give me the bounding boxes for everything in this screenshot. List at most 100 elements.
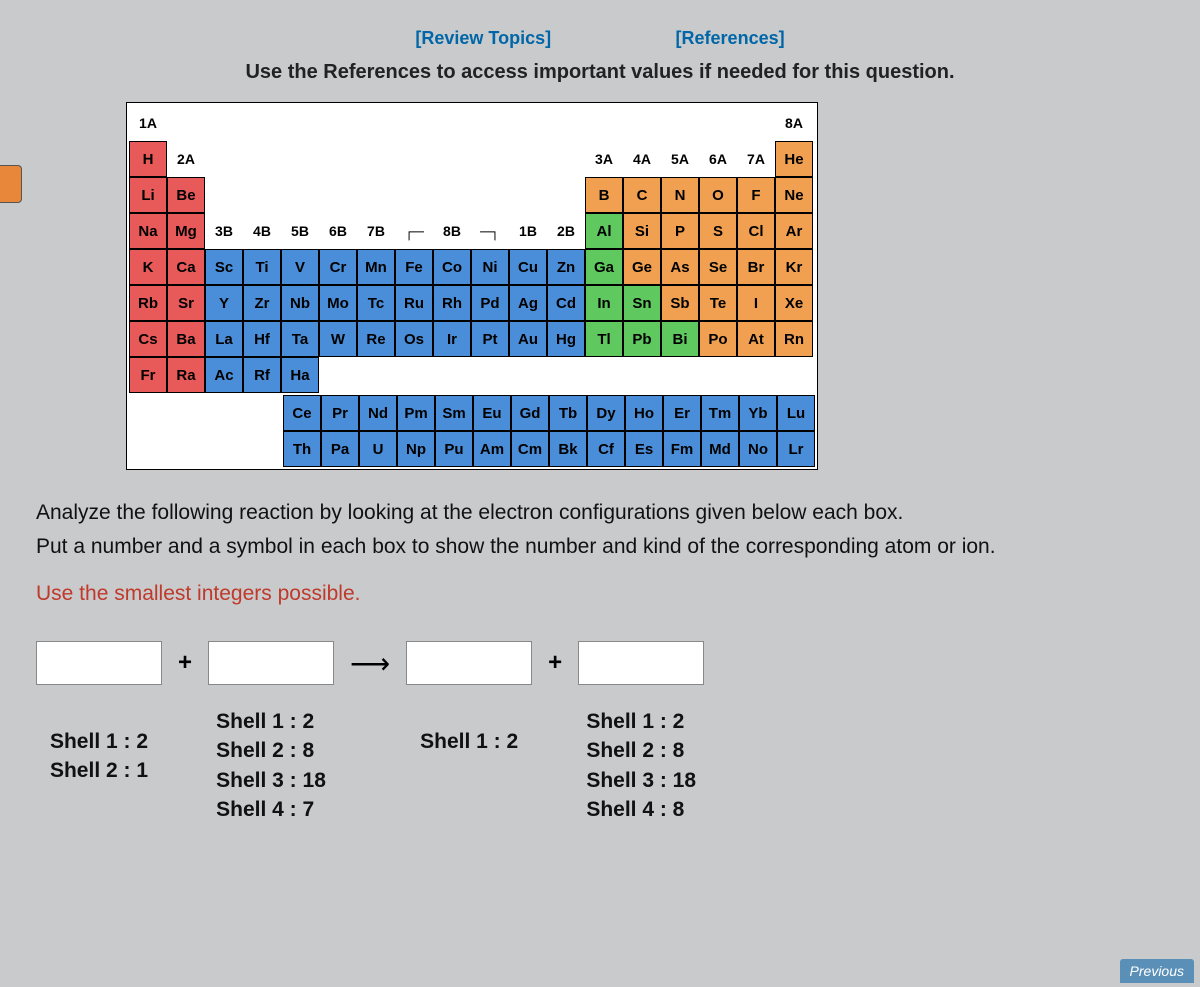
pt-header: [395, 141, 433, 177]
element-Np: Np: [397, 431, 435, 467]
side-tab[interactable]: [0, 165, 22, 203]
question-line-1: Analyze the following reaction by lookin…: [36, 496, 1170, 530]
element-Lu: Lu: [777, 395, 815, 431]
element-Ru: Ru: [395, 285, 433, 321]
product-2-input[interactable]: [578, 641, 704, 685]
pt-header: [319, 357, 357, 393]
pt-header: 2A: [167, 141, 205, 177]
element-Tl: Tl: [585, 321, 623, 357]
plus-2: +: [548, 641, 562, 677]
element-B: B: [585, 177, 623, 213]
element-Li: Li: [129, 177, 167, 213]
element-Cu: Cu: [509, 249, 547, 285]
pt-header: ─┐: [471, 213, 509, 249]
pt-header: [661, 357, 699, 393]
element-Ar: Ar: [775, 213, 813, 249]
element-S: S: [699, 213, 737, 249]
element-Zr: Zr: [243, 285, 281, 321]
element-Be: Be: [167, 177, 205, 213]
element-C: C: [623, 177, 661, 213]
reactant-1-shells: Shell 1 : 2 Shell 2 : 1: [50, 685, 148, 786]
element-Mn: Mn: [357, 249, 395, 285]
reactant-2-shells: Shell 1 : 2 Shell 2 : 8 Shell 3 : 18 She…: [216, 685, 326, 825]
pt-header: [243, 105, 281, 141]
element-Th: Th: [283, 431, 321, 467]
element-H: H: [129, 141, 167, 177]
element-Ta: Ta: [281, 321, 319, 357]
element-Fr: Fr: [129, 357, 167, 393]
pt-header: [357, 177, 395, 213]
product-2-shells: Shell 1 : 2 Shell 2 : 8 Shell 3 : 18 She…: [586, 685, 696, 825]
pt-header: [319, 141, 357, 177]
pt-header: [395, 105, 433, 141]
pt-header: [395, 357, 433, 393]
pt-header: [585, 105, 623, 141]
element-At: At: [737, 321, 775, 357]
element-Cr: Cr: [319, 249, 357, 285]
element-Er: Er: [663, 395, 701, 431]
plus-1: +: [178, 641, 192, 677]
element-Pa: Pa: [321, 431, 359, 467]
pt-header: 7B: [357, 213, 395, 249]
element-Hf: Hf: [243, 321, 281, 357]
pt-header: 6A: [699, 141, 737, 177]
pt-header: [509, 177, 547, 213]
element-Ir: Ir: [433, 321, 471, 357]
element-Co: Co: [433, 249, 471, 285]
periodic-table: 1A8A H2A3A4A5A6A7AHe LiBeBCNOFNe NaMg3B4…: [126, 102, 818, 470]
element-Cl: Cl: [737, 213, 775, 249]
pt-header: [281, 141, 319, 177]
element-Br: Br: [737, 249, 775, 285]
element-Mg: Mg: [167, 213, 205, 249]
element-Ga: Ga: [585, 249, 623, 285]
pt-header: 2B: [547, 213, 585, 249]
reactant-1-input[interactable]: [36, 641, 162, 685]
element-Rh: Rh: [433, 285, 471, 321]
pt-header: 3A: [585, 141, 623, 177]
pt-header: 8B: [433, 213, 471, 249]
element-W: W: [319, 321, 357, 357]
element-Nb: Nb: [281, 285, 319, 321]
element-No: No: [739, 431, 777, 467]
element-Rb: Rb: [129, 285, 167, 321]
element-Cd: Cd: [547, 285, 585, 321]
pt-header: [509, 141, 547, 177]
element-Bk: Bk: [549, 431, 587, 467]
element-Ba: Ba: [167, 321, 205, 357]
pt-header: [319, 105, 357, 141]
product-1-input[interactable]: [406, 641, 532, 685]
pt-header: [661, 105, 699, 141]
pt-header: 4B: [243, 213, 281, 249]
reactant-2-input[interactable]: [208, 641, 334, 685]
pt-header: 7A: [737, 141, 775, 177]
pt-header: [471, 177, 509, 213]
pt-header: ┌─: [395, 213, 433, 249]
pt-header: [243, 177, 281, 213]
pt-header: [357, 357, 395, 393]
element-Lr: Lr: [777, 431, 815, 467]
element-Ti: Ti: [243, 249, 281, 285]
pt-header: [471, 141, 509, 177]
previous-button[interactable]: Previous: [1120, 959, 1194, 983]
element-Rn: Rn: [775, 321, 813, 357]
question-line-2: Put a number and a symbol in each box to…: [36, 530, 1170, 564]
element-As: As: [661, 249, 699, 285]
element-In: In: [585, 285, 623, 321]
element-Ag: Ag: [509, 285, 547, 321]
pt-header: 8A: [775, 105, 813, 141]
element-Cm: Cm: [511, 431, 549, 467]
references-link[interactable]: [References]: [676, 28, 785, 48]
element-Pu: Pu: [435, 431, 473, 467]
element-Kr: Kr: [775, 249, 813, 285]
element-Es: Es: [625, 431, 663, 467]
pt-header: [471, 357, 509, 393]
pt-header: 1B: [509, 213, 547, 249]
element-Ra: Ra: [167, 357, 205, 393]
pt-header: [205, 105, 243, 141]
pt-header: 1A: [129, 105, 167, 141]
pt-header: [433, 177, 471, 213]
element-O: O: [699, 177, 737, 213]
element-Cs: Cs: [129, 321, 167, 357]
review-topics-link[interactable]: [Review Topics]: [415, 28, 551, 48]
pt-header: [281, 177, 319, 213]
